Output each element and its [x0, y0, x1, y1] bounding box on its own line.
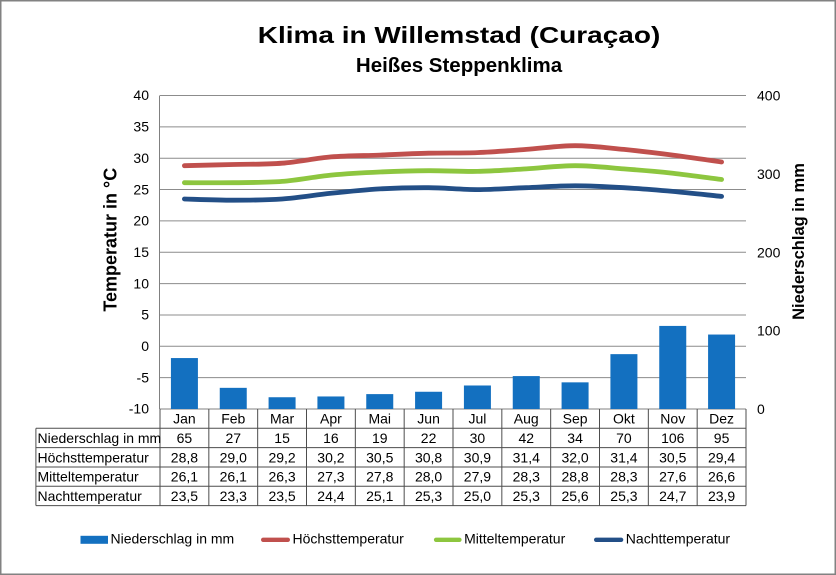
svg-text:100: 100 [757, 323, 781, 339]
svg-text:10: 10 [133, 275, 149, 291]
svg-text:25,1: 25,1 [366, 488, 393, 504]
svg-text:0: 0 [141, 338, 149, 354]
svg-text:27,3: 27,3 [317, 469, 344, 485]
svg-text:25,0: 25,0 [464, 488, 491, 504]
svg-text:30: 30 [470, 430, 486, 446]
svg-text:0: 0 [757, 401, 765, 417]
svg-text:300: 300 [757, 166, 781, 182]
svg-text:40: 40 [133, 87, 149, 103]
svg-text:95: 95 [714, 430, 730, 446]
svg-text:35: 35 [133, 119, 149, 135]
svg-text:70: 70 [616, 430, 632, 446]
svg-text:Okt: Okt [613, 411, 635, 427]
svg-text:31,4: 31,4 [513, 449, 540, 465]
svg-text:Mar: Mar [270, 411, 294, 427]
svg-text:Aug: Aug [514, 411, 539, 427]
svg-text:Jul: Jul [468, 411, 486, 427]
svg-text:Mai: Mai [368, 411, 391, 427]
svg-text:Nachttemperatur: Nachttemperatur [38, 488, 143, 504]
svg-text:23,3: 23,3 [220, 488, 247, 504]
svg-text:32,0: 32,0 [561, 449, 588, 465]
svg-text:30,8: 30,8 [415, 449, 442, 465]
svg-text:26,1: 26,1 [171, 469, 198, 485]
svg-text:29,4: 29,4 [708, 449, 735, 465]
svg-text:26,6: 26,6 [708, 469, 735, 485]
svg-text:Apr: Apr [320, 411, 342, 427]
svg-text:20: 20 [133, 213, 149, 229]
svg-text:25,3: 25,3 [415, 488, 442, 504]
svg-text:27,8: 27,8 [366, 469, 393, 485]
svg-text:28,3: 28,3 [513, 469, 540, 485]
svg-text:Jun: Jun [417, 411, 440, 427]
svg-text:23,9: 23,9 [708, 488, 735, 504]
svg-text:30,2: 30,2 [317, 449, 344, 465]
svg-text:28,0: 28,0 [415, 469, 442, 485]
svg-text:-5: -5 [137, 369, 150, 385]
svg-text:22: 22 [421, 430, 437, 446]
svg-text:24,7: 24,7 [659, 488, 686, 504]
svg-text:34: 34 [567, 430, 583, 446]
svg-text:19: 19 [372, 430, 388, 446]
svg-text:28,8: 28,8 [171, 449, 198, 465]
svg-text:Sep: Sep [563, 411, 588, 427]
svg-text:Mitteltemperatur: Mitteltemperatur [38, 469, 139, 485]
svg-text:Nov: Nov [660, 411, 685, 427]
svg-text:25,3: 25,3 [513, 488, 540, 504]
svg-text:24,4: 24,4 [317, 488, 344, 504]
svg-text:Niederschlag in mm: Niederschlag in mm [111, 531, 235, 547]
svg-text:27,9: 27,9 [464, 469, 491, 485]
svg-text:Feb: Feb [221, 411, 245, 427]
svg-text:30: 30 [133, 150, 149, 166]
svg-text:26,1: 26,1 [220, 469, 247, 485]
svg-text:Mitteltemperatur: Mitteltemperatur [464, 531, 565, 547]
svg-text:Nachttemperatur: Nachttemperatur [626, 531, 731, 547]
svg-text:Heißes Steppenklima: Heißes Steppenklima [356, 54, 563, 77]
svg-text:26,3: 26,3 [268, 469, 295, 485]
svg-text:23,5: 23,5 [268, 488, 295, 504]
svg-text:27: 27 [225, 430, 241, 446]
svg-text:27,6: 27,6 [659, 469, 686, 485]
svg-text:106: 106 [661, 430, 685, 446]
svg-text:42: 42 [518, 430, 534, 446]
svg-text:Höchsttemperatur: Höchsttemperatur [293, 531, 405, 547]
svg-text:16: 16 [323, 430, 339, 446]
svg-text:-10: -10 [129, 401, 149, 417]
svg-text:30,9: 30,9 [464, 449, 491, 465]
svg-text:Dez: Dez [709, 411, 734, 427]
svg-text:28,3: 28,3 [610, 469, 637, 485]
svg-text:25,3: 25,3 [610, 488, 637, 504]
svg-text:Niederschlag in mm: Niederschlag in mm [38, 430, 162, 446]
svg-text:31,4: 31,4 [610, 449, 637, 465]
svg-text:Niederschlag in mm: Niederschlag in mm [790, 163, 808, 320]
svg-text:65: 65 [177, 430, 193, 446]
svg-text:200: 200 [757, 244, 781, 260]
svg-text:400: 400 [757, 88, 781, 104]
svg-text:Höchsttemperatur: Höchsttemperatur [38, 449, 150, 465]
svg-text:Klima in Willemstad (Curaçao): Klima in Willemstad (Curaçao) [258, 23, 661, 48]
svg-text:25,6: 25,6 [561, 488, 588, 504]
svg-text:28,8: 28,8 [561, 469, 588, 485]
svg-text:30,5: 30,5 [366, 449, 393, 465]
svg-text:15: 15 [274, 430, 290, 446]
svg-text:Temperatur in °C: Temperatur in °C [100, 168, 120, 312]
svg-text:29,0: 29,0 [220, 449, 247, 465]
svg-text:25: 25 [133, 181, 149, 197]
svg-text:29,2: 29,2 [268, 449, 295, 465]
svg-text:15: 15 [133, 244, 149, 260]
svg-text:Jan: Jan [173, 411, 196, 427]
svg-text:5: 5 [141, 307, 149, 323]
svg-text:30,5: 30,5 [659, 449, 686, 465]
svg-text:23,5: 23,5 [171, 488, 198, 504]
